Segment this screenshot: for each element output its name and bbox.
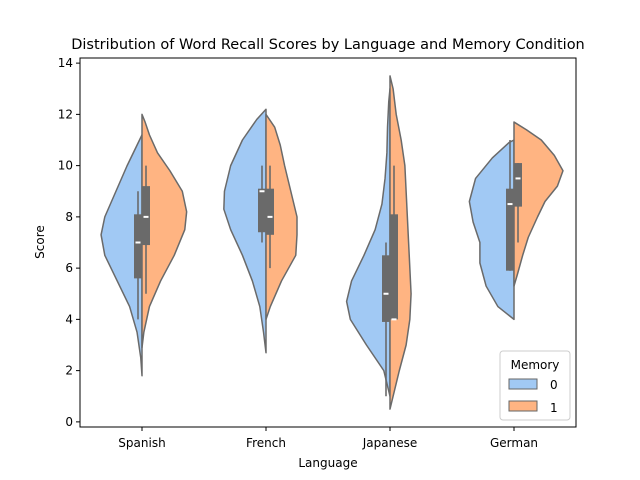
- chart-title: Distribution of Word Recall Scores by La…: [71, 37, 585, 53]
- iqr-box-german-memory-0: [506, 188, 514, 271]
- legend-swatch-0: [508, 378, 538, 390]
- y-tick-label-12: 12: [58, 107, 73, 121]
- violin-spanish-memory-0: [100, 134, 143, 377]
- x-tick-label-spanish: Spanish: [118, 436, 165, 450]
- x-tick-label-german: German: [490, 436, 538, 450]
- x-axis-label: Language: [298, 456, 357, 470]
- x-axis: Spanish French Japanese German: [118, 427, 538, 450]
- x-tick-label-japanese: Japanese: [362, 436, 418, 450]
- y-tick-label-2: 2: [65, 364, 73, 378]
- legend-label-0: 0: [550, 378, 558, 392]
- violin-japanese-memory-0: [345, 88, 391, 397]
- violin-japanese-memory-1: [389, 75, 412, 410]
- violin-french-memory-1: [265, 113, 298, 321]
- violin-french-memory-0: [223, 108, 267, 354]
- plot-area: [100, 75, 564, 410]
- y-axis-label: Score: [33, 225, 47, 259]
- axes-frame: [79, 57, 577, 428]
- iqr-box-german-memory-1: [514, 163, 522, 207]
- iqr-box-spanish-memory-0: [134, 214, 142, 279]
- y-tick-label-14: 14: [58, 56, 73, 70]
- y-tick-label-8: 8: [65, 210, 73, 224]
- y-tick-label-4: 4: [65, 312, 73, 326]
- iqr-box-japanese-memory-1: [390, 214, 398, 320]
- iqr-box-japanese-memory-0: [382, 255, 390, 322]
- x-tick-label-french: French: [246, 436, 286, 450]
- legend-swatch-1: [508, 400, 538, 412]
- iqr-box-french-memory-1: [266, 188, 274, 235]
- y-tick-label-10: 10: [58, 159, 73, 173]
- iqr-box-spanish-memory-1: [142, 186, 150, 246]
- legend-label-1: 1: [550, 401, 558, 415]
- y-tick-label-6: 6: [65, 261, 73, 275]
- legend: Memory 0 1: [499, 350, 571, 421]
- violin-german-memory-1: [513, 121, 564, 287]
- y-tick-label-0: 0: [65, 415, 73, 429]
- legend-title: Memory: [511, 358, 560, 372]
- iqr-box-french-memory-0: [258, 188, 266, 233]
- violin-spanish-memory-1: [141, 113, 188, 349]
- y-axis: 0 2 4 6 8 10 12 14: [58, 56, 80, 429]
